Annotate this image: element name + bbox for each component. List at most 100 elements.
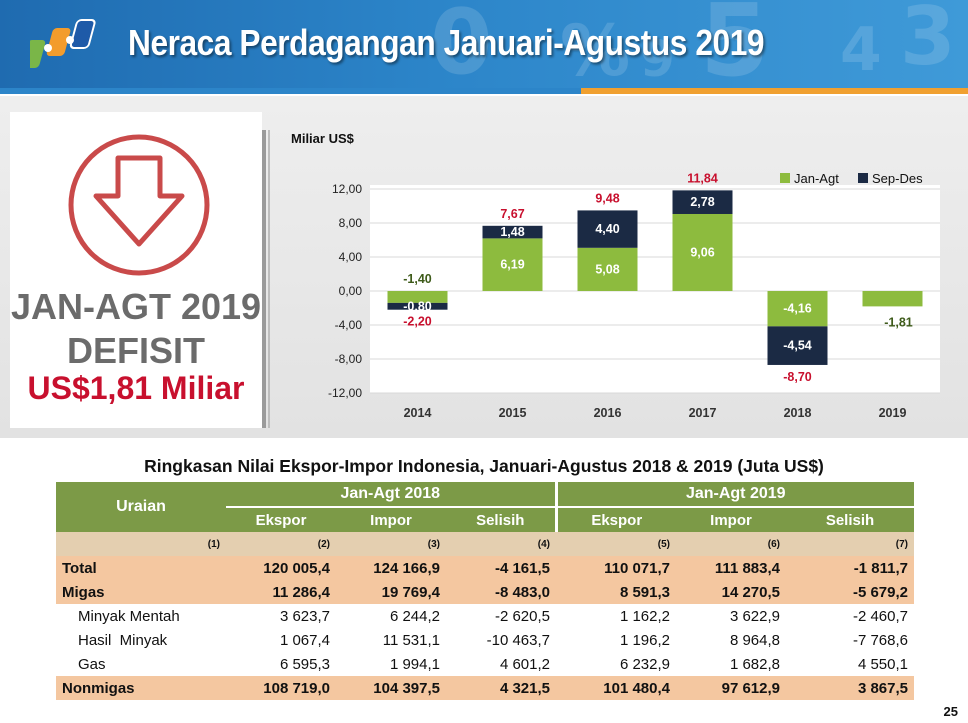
trade-balance-chart: 12,00 8,00 4,00 0,00 -4,00 -8,00 -12,00 Miliar … [291, 131, 940, 420]
bar-jan-agt [767, 291, 828, 327]
y-tick-label: -8,00 [335, 352, 363, 366]
y-tick-label: -12,00 [328, 386, 362, 400]
data-label-jan-agt: -4,16 [783, 302, 812, 316]
bar-jan-agt [862, 291, 923, 307]
cell: 3 623,7 [226, 604, 336, 628]
bar-jan-agt [577, 247, 638, 291]
data-label-total: -8,70 [783, 370, 812, 384]
row-label: Hasil Minyak [56, 628, 226, 652]
cell: 8 591,3 [556, 580, 676, 604]
y-tick-label: -4,00 [335, 318, 363, 332]
header-banner: 0 % 5 4 3 9 [0, 0, 968, 92]
header-period-2018: Jan-Agt 2018 [226, 482, 556, 507]
plot-area [370, 185, 940, 393]
cell: 6 244,2 [336, 604, 446, 628]
bar-jan-agt [672, 213, 733, 291]
down-arrow-icon [68, 134, 210, 276]
cell: -8 483,0 [446, 580, 556, 604]
header-selisih-2018: Selisih [446, 506, 556, 532]
header-impor-2018: Impor [336, 506, 446, 532]
data-label-total: 9,48 [595, 191, 619, 205]
summary-amount: US$1,81 Miliar [27, 370, 245, 406]
data-label-sep-des: 1,48 [500, 225, 524, 239]
cell: -10 463,7 [446, 628, 556, 652]
row-label: Nonmigas [56, 676, 226, 700]
cell: 1 162,2 [556, 604, 676, 628]
page-number: 25 [943, 704, 958, 719]
col-number: (7) [786, 532, 914, 556]
cell: -2 620,5 [446, 604, 556, 628]
y-tick-label: 0,00 [339, 284, 363, 298]
bar-sep-des [767, 326, 828, 365]
col-number: (1) [56, 532, 226, 556]
x-tick-label: 2016 [594, 406, 622, 420]
cell: 1 994,1 [336, 652, 446, 676]
cell: 1 196,2 [556, 628, 676, 652]
data-label-sep-des: 2,78 [690, 195, 714, 209]
col-number: (3) [336, 532, 446, 556]
x-tick-label: 2019 [879, 406, 907, 420]
header-period-2019: Jan-Agt 2019 [554, 482, 914, 507]
export-import-table: Uraian Jan-Agt 2018 Jan-Agt 2019 Ekspor … [56, 482, 914, 700]
panel-divider [262, 130, 266, 428]
x-tick-label: 2015 [499, 406, 527, 420]
cell: -4 161,5 [446, 556, 556, 580]
cell: 110 071,7 [556, 556, 676, 580]
column-number-row: (1) (2) (3) (4) (5) (6) (7) [56, 532, 914, 556]
header-impor-2019: Impor [676, 506, 786, 532]
table-title: Ringkasan Nilai Ekspor-Impor Indonesia, … [144, 456, 824, 476]
cell: -1 811,7 [786, 556, 914, 580]
data-label-total: -2,20 [403, 315, 432, 329]
bar-sep-des [577, 210, 638, 248]
cell: 4 550,1 [786, 652, 914, 676]
bar-sep-des [387, 302, 448, 310]
header-ekspor-2018: Ekspor [226, 506, 336, 532]
table-row-gas: Gas 6 595,3 1 994,1 4 601,2 6 232,9 1 68… [56, 652, 914, 676]
summary-status: DEFISIT [66, 330, 205, 371]
legend-swatch-jan-agt [780, 173, 790, 183]
bar-jan-agt [482, 238, 543, 291]
table-row-total: Total 120 005,4 124 166,9 -4 161,5 110 0… [56, 556, 914, 580]
cell: 6 232,9 [556, 652, 676, 676]
data-label-jan-agt: -1,40 [403, 272, 432, 286]
x-tick-label: 2017 [689, 406, 717, 420]
legend-swatch-sep-des [858, 173, 868, 183]
cell: 19 769,4 [336, 580, 446, 604]
y-tick-label: 8,00 [339, 216, 363, 230]
cell: 6 595,3 [226, 652, 336, 676]
data-label-jan-agt: 5,08 [595, 262, 619, 276]
cell: 108 719,0 [226, 676, 336, 700]
cell: 120 005,4 [226, 556, 336, 580]
row-label: Gas [56, 652, 226, 676]
header-uraian: Uraian [56, 482, 226, 532]
cell: 1 067,4 [226, 628, 336, 652]
cell: 11 286,4 [226, 580, 336, 604]
y-tick-label: 4,00 [339, 250, 363, 264]
col-number: (4) [446, 532, 556, 556]
cell: 111 883,4 [676, 556, 786, 580]
legend-label-jan-agt: Jan-Agt [794, 171, 839, 186]
cell: -2 460,7 [786, 604, 914, 628]
col-number: (5) [556, 532, 676, 556]
col-number: (6) [676, 532, 786, 556]
data-label-sep-des: 4,40 [595, 222, 619, 236]
cell: 97 612,9 [676, 676, 786, 700]
data-label-total: 11,84 [687, 171, 718, 185]
cell: 124 166,9 [336, 556, 446, 580]
x-tick-label: 2014 [404, 406, 432, 420]
cell: 101 480,4 [556, 676, 676, 700]
panel-divider-light [268, 130, 270, 428]
row-label: Minyak Mentah [56, 604, 226, 628]
page-title: Neraca Perdagangan Januari-Agustus 2019 [128, 22, 765, 63]
cell: 11 531,1 [336, 628, 446, 652]
header-ekspor-2019: Ekspor [554, 506, 676, 532]
col-number: (2) [226, 532, 336, 556]
data-label-total: 7,67 [500, 207, 524, 221]
table-row-hasil-minyak: Hasil Minyak 1 067,4 11 531,1 -10 463,7 … [56, 628, 914, 652]
cell: 4 601,2 [446, 652, 556, 676]
cell: -7 768,6 [786, 628, 914, 652]
cell: 14 270,5 [676, 580, 786, 604]
bps-logo-icon [30, 19, 96, 68]
cell: -5 679,2 [786, 580, 914, 604]
bar-jan-agt [387, 291, 448, 303]
